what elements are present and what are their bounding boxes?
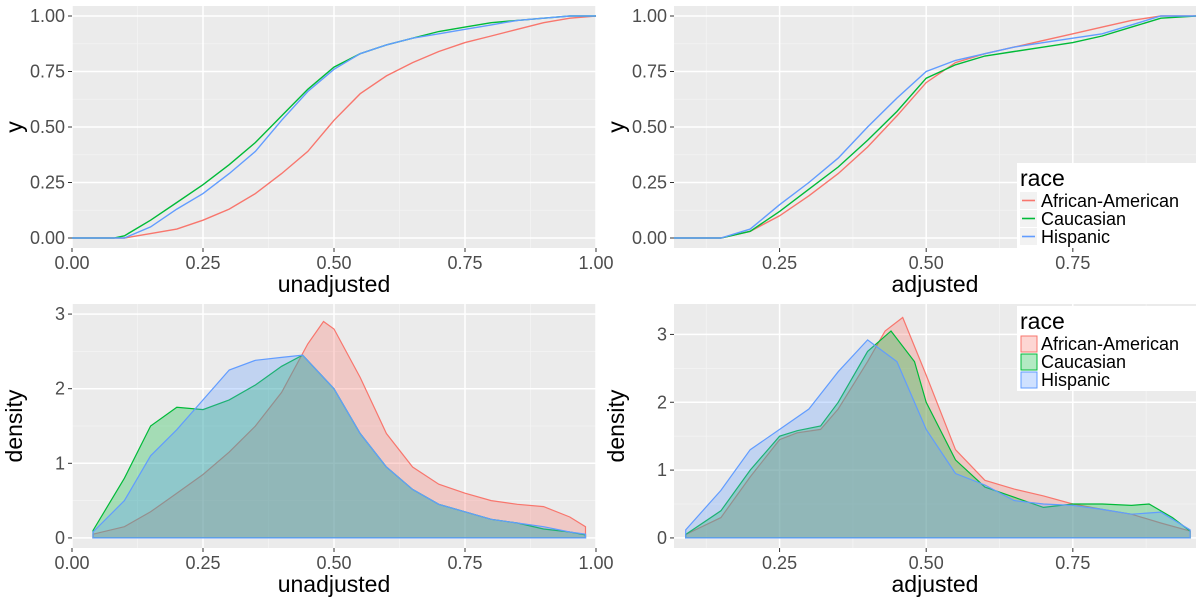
y-tick-label: 0.00 [30,228,65,248]
y-tick-label: 0.75 [632,61,667,81]
panel-ecdf-adjusted: 0.25 0.50 0.75 0.00 0.25 0.50 0.75 1.00 adjusted… [603,6,1197,297]
legend-label: African-American [1041,191,1179,211]
y-axis-title: density [603,389,629,462]
y-tick-label: 0.00 [632,228,667,248]
ecdf-line-hispanic [72,15,596,239]
x-tick-label: 1.00 [578,553,613,573]
density-area-african-american [92,320,587,539]
y-tick-label: 1 [657,460,667,480]
x-tick-label: 0.75 [1055,253,1090,273]
series-group [72,15,597,239]
legend-key-caucasian [1020,353,1038,371]
x-tick-label: 1.00 [578,253,613,273]
x-tick-label: 0.25 [185,253,220,273]
x-axis-title: adjusted [892,571,979,597]
density-area-hispanic [92,354,587,539]
ecdf-line-caucasian [674,15,1197,239]
x-tick-label: 0.50 [909,553,944,573]
y-tick-label: 1.00 [632,6,667,26]
panel-density-adjusted: 0.25 0.50 0.75 0 1 2 3 adjusted density raceAfric… [603,304,1197,597]
y-tick-label: 1 [55,453,65,473]
density-area-hispanic [685,339,1191,539]
y-tick-label: 0.50 [632,117,667,137]
x-tick-label: 0.75 [1055,553,1090,573]
panel-density-unadjusted: 0.00 0.25 0.50 0.75 1.00 0 1 2 3 unadjusted densit… [1,304,614,597]
y-tick-label: 0.75 [30,61,65,81]
legend-key-african-american [1020,335,1038,353]
legend-label: Hispanic [1041,227,1110,247]
series-group [685,316,1191,539]
legend-key-hispanic [1020,371,1038,389]
legend-label: Hispanic [1041,370,1110,390]
legend-label: Caucasian [1041,352,1126,372]
ecdf-line-african-american [72,15,597,239]
y-tick-label: 0.50 [30,117,65,137]
ecdf-line-hispanic [674,15,1196,239]
legend-label: Caucasian [1041,209,1126,229]
y-tick-label: 3 [657,324,667,344]
x-tick-label: 0.25 [762,253,797,273]
x-axis-title: unadjusted [278,571,391,597]
x-axis-title: adjusted [892,271,979,297]
x-tick-label: 0.50 [316,253,351,273]
ecdf-line-african-american [674,15,1196,239]
legend-title: race [1020,308,1065,334]
y-tick-label: 3 [55,304,65,324]
y-axis-title: y [603,121,629,133]
legend-label: African-American [1041,334,1179,354]
legend-title: race [1020,165,1065,191]
legend-background [1017,306,1197,391]
x-tick-label: 0.50 [316,553,351,573]
x-tick-label: 0.25 [185,553,220,573]
series-group [674,15,1197,239]
y-tick-label: 2 [657,392,667,412]
x-tick-label: 0.00 [54,553,89,573]
panel-ecdf-unadjusted: 0.00 0.25 0.50 0.75 1.00 0.00 0.25 0.50 0.75 1.00… [1,6,614,297]
y-axis-title: density [1,389,27,462]
x-tick-label: 0.00 [54,253,89,273]
y-axis-title: y [1,121,27,133]
density-area-african-american [685,316,1191,539]
series-group [92,320,587,539]
density-area-caucasian [685,330,1191,539]
ecdf-line-caucasian [72,15,596,239]
x-tick-label: 0.50 [909,253,944,273]
y-tick-label: 0 [55,528,65,548]
y-tick-label: 2 [55,379,65,399]
y-tick-label: 0.25 [30,173,65,193]
x-tick-label: 0.75 [447,553,482,573]
x-tick-label: 0.75 [447,253,482,273]
y-tick-label: 1.00 [30,6,65,26]
x-tick-label: 0.25 [762,553,797,573]
y-tick-label: 0.25 [632,173,667,193]
y-tick-label: 0 [657,528,667,548]
x-axis-title: unadjusted [278,271,391,297]
legend-background [1017,163,1197,248]
